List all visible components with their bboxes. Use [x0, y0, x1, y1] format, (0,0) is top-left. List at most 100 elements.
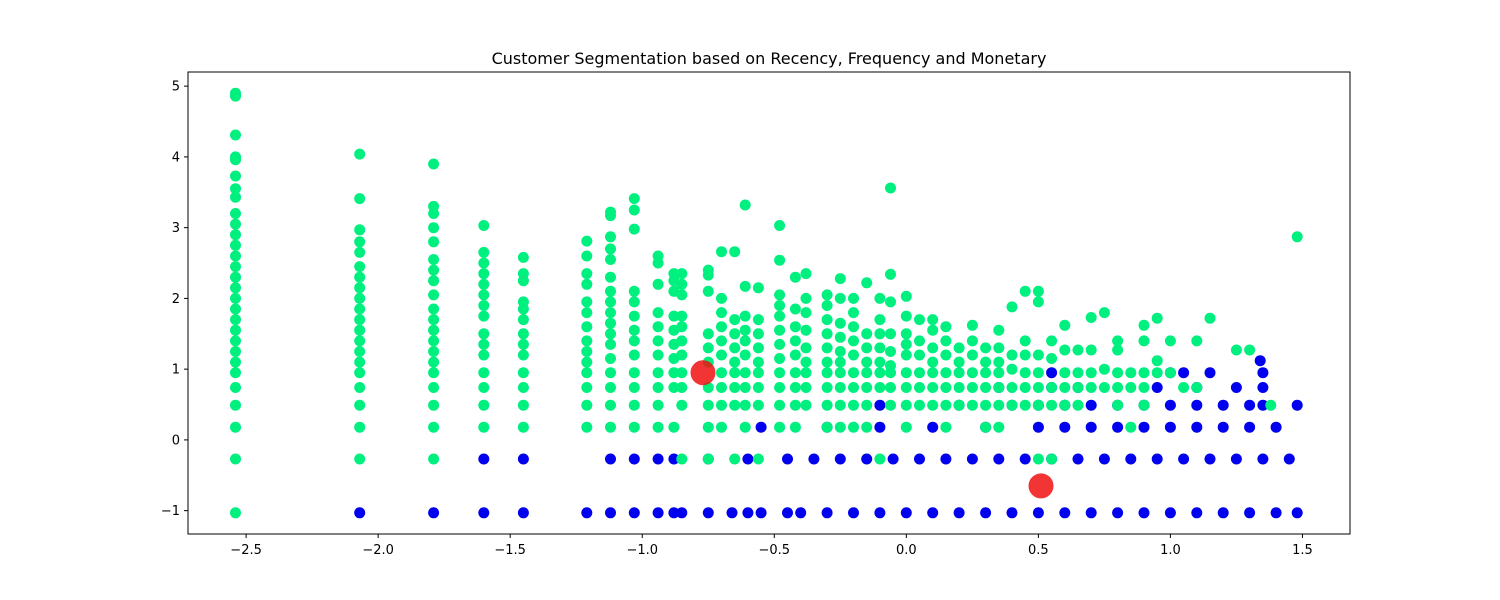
data-point-s1-9	[230, 218, 241, 230]
data-point-s1-6	[230, 183, 241, 195]
data-point-s1-170	[676, 382, 688, 393]
data-point-s0-65	[874, 421, 886, 433]
data-point-s1-361	[1006, 382, 1018, 393]
data-point-s1-321	[927, 324, 939, 336]
data-point-s1-135	[628, 335, 640, 347]
data-point-s1-369	[1032, 285, 1044, 297]
data-point-s1-124	[605, 367, 616, 379]
data-point-s1-13	[230, 261, 241, 273]
data-point-s1-379	[1046, 399, 1058, 411]
data-point-s1-225	[774, 310, 786, 322]
data-point-s1-297	[885, 268, 896, 280]
data-point-s1-161	[668, 421, 680, 433]
data-point-s1-188	[716, 349, 727, 361]
data-point-s0-44	[808, 453, 820, 465]
data-point-s1-284	[861, 367, 873, 379]
data-point-s1-192	[716, 421, 727, 433]
data-point-s1-60	[428, 324, 440, 336]
data-point-s1-115	[605, 254, 616, 265]
data-point-s1-376	[1046, 335, 1058, 347]
data-point-s1-105	[581, 346, 593, 357]
data-point-s1-351	[993, 324, 1005, 336]
data-point-s0-29	[1164, 507, 1176, 519]
data-point-s1-206	[739, 335, 751, 347]
data-point-s1-367	[1019, 382, 1031, 393]
data-point-s1-70	[478, 246, 490, 258]
data-point-s1-54	[428, 254, 440, 265]
data-point-s1-65	[428, 382, 440, 393]
data-point-s1-311	[900, 382, 912, 393]
data-point-s1-302	[885, 367, 896, 379]
data-point-s1-293	[874, 367, 886, 379]
data-point-s1-220	[752, 453, 764, 465]
data-point-s1-2	[230, 129, 241, 141]
data-point-s0-3	[517, 507, 529, 519]
data-point-s1-300	[885, 346, 896, 357]
data-point-s1-380	[1046, 453, 1058, 465]
data-point-s1-197	[729, 356, 741, 368]
data-point-s1-215	[752, 342, 764, 354]
data-point-s1-274	[848, 335, 859, 347]
data-point-s1-234	[789, 303, 801, 315]
data-point-s1-336	[953, 367, 965, 379]
data-point-s1-280	[861, 277, 873, 289]
data-point-s1-193	[729, 246, 741, 258]
data-point-s1-307	[900, 328, 912, 340]
data-point-s0-24	[1032, 507, 1044, 519]
data-point-s1-277	[848, 382, 859, 393]
data-point-s1-102	[581, 307, 593, 319]
data-point-s1-310	[900, 367, 912, 379]
data-point-s1-312	[900, 399, 912, 411]
data-point-s1-21	[230, 346, 241, 357]
data-point-s1-35	[354, 271, 366, 283]
data-point-s1-213	[752, 314, 764, 326]
data-point-s1-134	[628, 324, 640, 336]
centroid-point-0	[690, 360, 716, 386]
data-point-s1-294	[874, 382, 886, 393]
data-point-s1-226	[774, 324, 786, 336]
data-point-s1-335	[953, 356, 965, 368]
data-point-s1-375	[1032, 453, 1044, 465]
data-point-s0-91	[1291, 399, 1303, 411]
data-point-s1-259	[821, 399, 833, 411]
data-point-s1-383	[1059, 367, 1071, 379]
data-point-s1-248	[800, 367, 812, 379]
data-point-s1-14	[230, 271, 241, 283]
data-point-s1-230	[774, 382, 786, 393]
data-point-s1-53	[428, 236, 440, 248]
data-point-s1-108	[581, 382, 593, 393]
data-point-s1-238	[789, 367, 801, 379]
data-point-s0-14	[782, 507, 793, 519]
data-point-s0-55	[1098, 453, 1110, 465]
data-point-s1-122	[605, 338, 616, 350]
data-point-s1-406	[1138, 335, 1150, 347]
data-point-s1-356	[993, 399, 1005, 411]
data-point-s1-267	[834, 367, 846, 379]
data-point-s1-114	[605, 243, 616, 255]
data-point-s1-399	[1112, 367, 1124, 379]
data-point-s0-63	[755, 421, 767, 433]
data-point-s1-396	[1098, 382, 1110, 393]
data-point-s1-19	[230, 324, 241, 336]
y-tick-label-3: 2	[172, 292, 180, 307]
data-point-s1-407	[1138, 367, 1150, 379]
data-point-s1-414	[1164, 367, 1176, 379]
centroid-point-1	[1028, 473, 1054, 499]
data-point-s1-281	[861, 328, 873, 340]
data-point-s1-332	[940, 399, 952, 411]
data-point-s0-45	[834, 453, 846, 465]
data-point-s0-104	[1254, 355, 1266, 367]
data-point-s1-347	[980, 367, 992, 379]
data-point-s1-283	[861, 356, 873, 368]
x-tick-label-7: 1.0	[1160, 543, 1181, 558]
data-point-s1-244	[800, 307, 812, 319]
data-point-s1-253	[821, 314, 833, 326]
data-point-s1-409	[1138, 399, 1150, 411]
data-point-s1-165	[676, 310, 688, 322]
data-point-s1-123	[605, 353, 616, 364]
data-point-s1-69	[478, 220, 490, 231]
y-tick-label-4: 3	[172, 221, 180, 236]
data-point-s1-78	[478, 338, 490, 350]
data-point-s1-96	[517, 421, 529, 433]
data-point-s1-216	[752, 356, 764, 368]
